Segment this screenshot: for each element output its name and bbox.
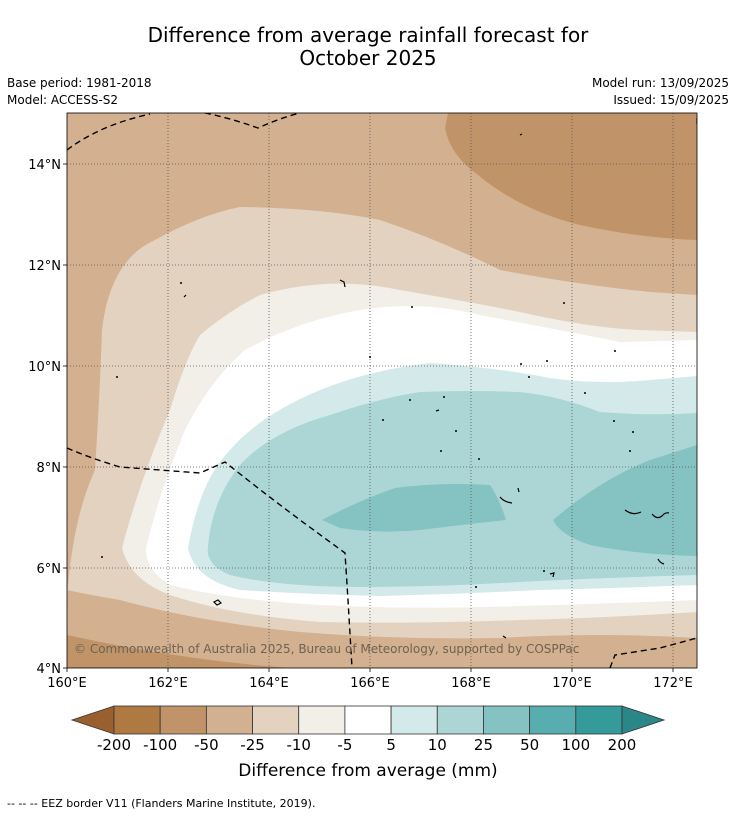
colorbar-label: 100 [561, 736, 590, 754]
colorbar-label: 50 [520, 736, 539, 754]
colorbar-label: -50 [194, 736, 219, 754]
rainfall-contours: © Commonwealth of Australia 2025, Bureau… [67, 113, 697, 668]
atolls [101, 282, 634, 588]
y-tick-label: 6°N [37, 562, 62, 577]
colorbar-swatch [205, 705, 253, 735]
copyright-notice: © Commonwealth of Australia 2025, Bureau… [74, 642, 579, 656]
colorbar-label: -5 [337, 736, 352, 754]
x-tick-label: 170°E [552, 676, 592, 691]
colorbar-swatch [483, 705, 531, 735]
issued-date: Issued: 15/09/2025 [613, 93, 729, 107]
colorbar-swatch [298, 705, 346, 735]
colorbar-extend-high [621, 705, 666, 735]
y-axis-labels: 14°N 12°N 10°N 8°N 6°N 4°N [28, 158, 61, 677]
x-tick-label: 164°E [249, 676, 289, 691]
y-tick-label: 14°N [28, 158, 61, 173]
colorbar-swatch [529, 705, 577, 735]
colorbar: -200 -100 -50 -25 -10 -5 5 10 25 50 100 200 [70, 705, 666, 754]
rainfall-map: © Commonwealth of Australia 2025, Bureau… [28, 112, 698, 754]
colorbar-label: -100 [143, 736, 177, 754]
gridlines [67, 113, 697, 668]
contour-band-neg100-north [445, 113, 697, 240]
colorbar-label: 5 [386, 736, 396, 754]
colorbar-swatch [113, 705, 161, 735]
islands [183, 118, 697, 639]
x-tick-label: 166°E [350, 676, 390, 691]
axis-ticks [63, 163, 674, 672]
y-tick-label: 8°N [37, 461, 62, 476]
x-tick-label: 160°E [47, 676, 87, 691]
x-tick-label: 162°E [148, 676, 188, 691]
colorbar-extend-low [70, 705, 115, 735]
x-tick-label: 168°E [451, 676, 491, 691]
model-run-date: Model run: 13/09/2025 [591, 76, 729, 90]
map-title-line2: October 2025 [299, 46, 437, 70]
y-tick-label: 4°N [37, 662, 62, 677]
eez-footnote: -- -- -- EEZ border V11 (Flanders Marine… [7, 797, 316, 810]
map-title-line1: Difference from average rainfall forecas… [147, 23, 589, 47]
colorbar-title: Difference from average (mm) [238, 761, 498, 781]
colorbar-swatch [575, 705, 623, 735]
colorbar-label: 25 [474, 736, 493, 754]
colorbar-swatch [390, 705, 438, 735]
colorbar-label: -200 [97, 736, 131, 754]
colorbar-swatch [159, 705, 207, 735]
contour-band-neg100-south [67, 635, 290, 668]
colorbar-label: 10 [428, 736, 447, 754]
x-tick-label: 172°E [653, 676, 693, 691]
colorbar-label: 200 [608, 736, 637, 754]
base-period: Base period: 1981-2018 [7, 76, 152, 90]
contour-band-pos25-central [322, 484, 506, 532]
x-axis-labels: 160°E 162°E 164°E 166°E 168°E 170°E 172°… [47, 676, 693, 691]
plot-frame [66, 112, 698, 669]
colorbar-swatch [252, 705, 300, 735]
colorbar-label: -10 [286, 736, 311, 754]
eez-borders [67, 113, 697, 668]
colorbar-label: -25 [240, 736, 265, 754]
contour-band-pos25-east [553, 445, 697, 556]
model-name: Model: ACCESS-S2 [7, 93, 119, 107]
y-tick-label: 10°N [28, 360, 61, 375]
colorbar-swatch [436, 705, 484, 735]
colorbar-swatch [344, 705, 392, 735]
y-tick-label: 12°N [28, 259, 61, 274]
